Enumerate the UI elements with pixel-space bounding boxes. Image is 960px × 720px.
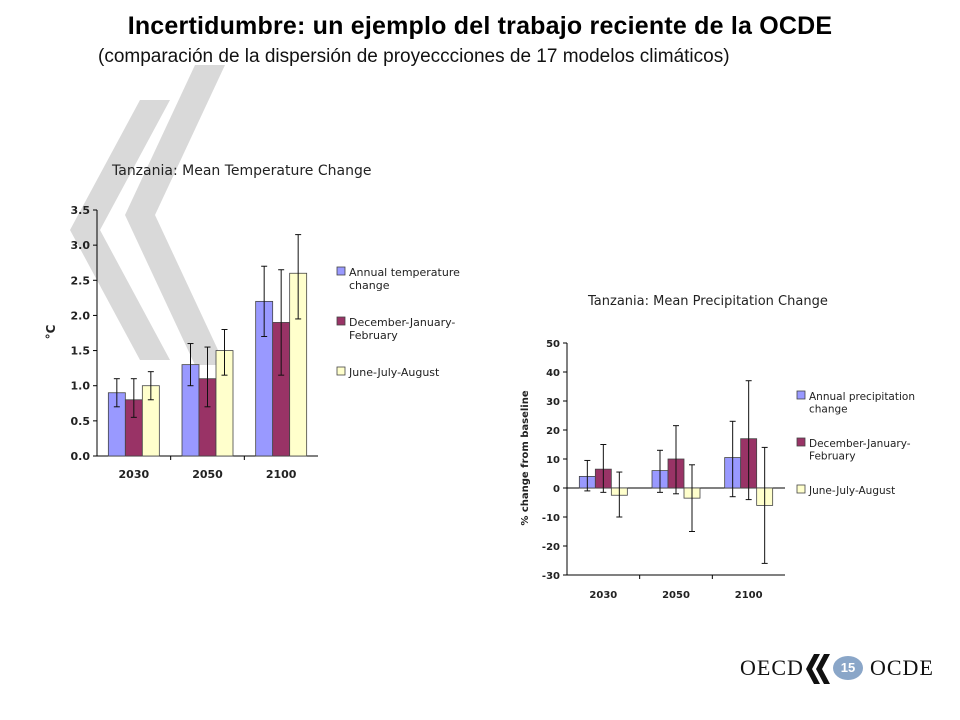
y-tick-label: 0.0: [71, 450, 91, 463]
legend-swatch: [796, 437, 806, 447]
watermark-chevron-1: [70, 100, 170, 360]
y-tick-label: 30: [546, 397, 560, 408]
watermark-chevron-2: [125, 65, 225, 365]
x-tick-label: 2100: [735, 590, 763, 601]
page-number-badge: 15: [833, 656, 863, 680]
legend-label: Annual precipitation change: [809, 391, 915, 416]
footer-oecd-label: OECD: [740, 655, 804, 680]
y-tick-label: 1.5: [71, 345, 91, 358]
y-tick-label: 50: [546, 339, 560, 350]
chart-title: Tanzania: Mean Temperature Change: [111, 163, 371, 179]
chart-title: Tanzania: Mean Precipitation Change: [587, 294, 828, 309]
x-tick-label: 2050: [192, 468, 223, 481]
legend-swatch: [796, 484, 806, 494]
x-tick-label: 2100: [266, 468, 297, 481]
y-tick-label: 1.0: [71, 380, 91, 393]
legend-label: June-July-August: [348, 366, 440, 379]
y-tick-label: 3.0: [71, 239, 91, 252]
slide-subtitle: (comparación de la dispersión de proyecc…: [98, 46, 730, 67]
y-tick-label: -30: [542, 571, 560, 582]
legend-swatch: [336, 316, 346, 326]
legend-swatch: [336, 266, 346, 276]
legend-swatch: [336, 366, 346, 376]
y-tick-label: -20: [542, 542, 560, 553]
oecd-logo-icon: [806, 654, 830, 684]
y-tick-label: 10: [546, 455, 560, 466]
y-tick-label: 0.5: [71, 415, 91, 428]
legend-label: December-January-February: [809, 438, 911, 463]
y-tick-label: 3.5: [71, 204, 91, 217]
legend-swatch: [796, 390, 806, 400]
y-tick-label: 20: [546, 426, 560, 437]
x-tick-label: 2030: [589, 590, 617, 601]
y-tick-label: 40: [546, 368, 560, 379]
y-tick-label: 2.0: [71, 309, 91, 322]
slide-title: Incertidumbre: un ejemplo del trabajo re…: [127, 12, 833, 40]
y-tick-label: 2.5: [71, 274, 91, 287]
y-axis-label: °C: [44, 324, 58, 339]
y-tick-label: 0: [553, 484, 560, 495]
y-axis-label: % change from baseline: [520, 390, 531, 526]
x-tick-label: 2050: [662, 590, 690, 601]
y-tick-label: -10: [542, 513, 560, 524]
footer-ocde-label: OCDE: [870, 655, 934, 680]
legend-label: June-July-August: [808, 485, 895, 497]
legend-label: December-January-February: [349, 316, 455, 342]
legend-label: Annual temperature change: [349, 266, 460, 292]
x-tick-label: 2030: [119, 468, 150, 481]
